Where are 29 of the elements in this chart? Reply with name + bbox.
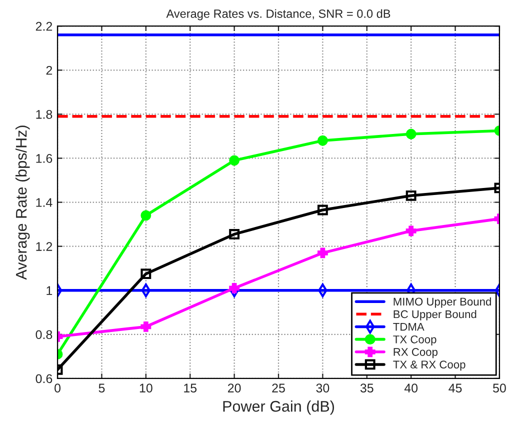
x-tick-label: 5 (98, 384, 105, 392)
x-tick-label: 40 (404, 384, 418, 392)
x-tick-label: 50 (493, 384, 506, 392)
x-tick-label: 10 (140, 384, 152, 392)
y-tick-label: 0.8 (36, 330, 52, 340)
x-tick-label: 0 (54, 384, 61, 392)
legend-label: TDMA (393, 322, 424, 331)
x-axis-title: Power Gain (dB) (223, 400, 334, 415)
y-tick-label: 0.6 (36, 374, 52, 384)
y-tick-label: 1.8 (36, 110, 52, 119)
y-tick-label: 2.2 (36, 22, 52, 31)
x-tick-label: 15 (184, 384, 197, 392)
x-tick-label: 30 (316, 384, 330, 392)
y-tick-label: 1.6 (36, 154, 52, 163)
x-tick-label: 35 (360, 384, 374, 392)
y-tick-label: 1.2 (36, 242, 52, 251)
y-tick-label: 1 (46, 286, 52, 295)
y-tick-label: 1.4 (36, 198, 52, 207)
y-axis-title: Average Rate (bps/Hz) (15, 126, 30, 280)
x-tick-label: 20 (228, 384, 241, 392)
y-tick-label: 2 (46, 66, 52, 75)
x-tick-label: 45 (448, 384, 462, 392)
legend-label: TX & RX Coop (393, 360, 466, 371)
legend-label: TX Coop (393, 335, 436, 346)
chart-title: Average Rates vs. Distance, SNR = 0.0 dB (166, 9, 390, 20)
x-tick-label: 25 (272, 384, 285, 392)
legend-label: RX Coop (394, 348, 438, 358)
legend-label: BC Upper Bound (394, 310, 476, 320)
legend-label: MIMO Upper Bound (394, 297, 491, 308)
